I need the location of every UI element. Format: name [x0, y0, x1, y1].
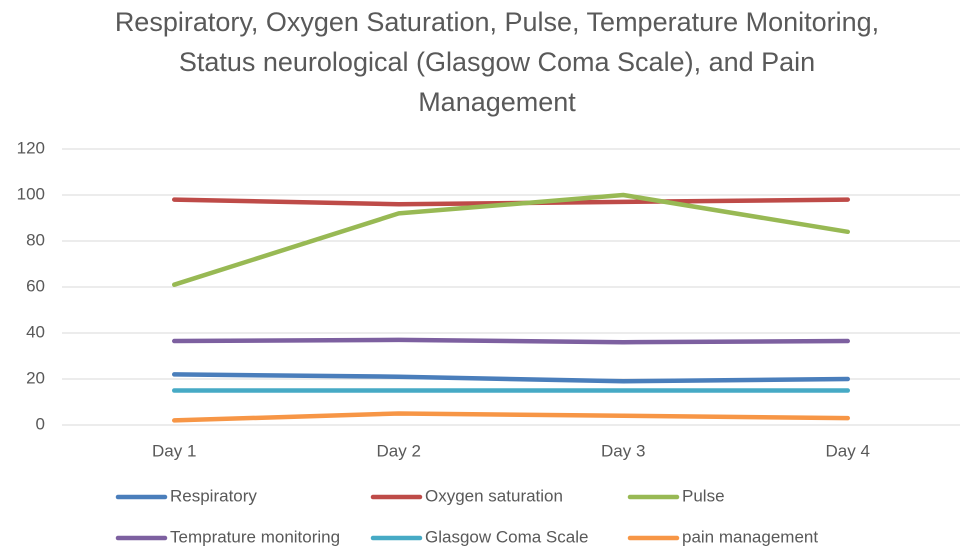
y-tick-label: 120	[17, 138, 45, 157]
chart-title: Respiratory, Oxygen Saturation, Pulse, T…	[114, 7, 880, 117]
legend-label: Oxygen saturation	[425, 486, 563, 505]
x-tick-label: Day 3	[601, 441, 645, 460]
x-tick-label: Day 4	[826, 441, 870, 460]
data-line	[172, 192, 850, 287]
y-tick-label: 60	[26, 276, 45, 295]
y-tick-label: 0	[36, 414, 45, 433]
y-tick-label: 80	[26, 230, 45, 249]
data-line	[172, 372, 850, 384]
legend-label: pain management	[682, 527, 818, 546]
data-line	[172, 411, 850, 423]
legend-label: Pulse	[682, 486, 725, 505]
data-line	[172, 337, 850, 345]
legend-label: Respiratory	[170, 486, 257, 505]
x-tick-label: Day 1	[152, 441, 196, 460]
y-tick-label: 20	[26, 368, 45, 387]
y-tick-label: 40	[26, 322, 45, 341]
y-tick-label: 100	[17, 184, 45, 203]
legend-label: Temprature monitoring	[170, 527, 340, 546]
legend-label: Glasgow Coma Scale	[425, 527, 588, 546]
x-tick-label: Day 2	[377, 441, 421, 460]
